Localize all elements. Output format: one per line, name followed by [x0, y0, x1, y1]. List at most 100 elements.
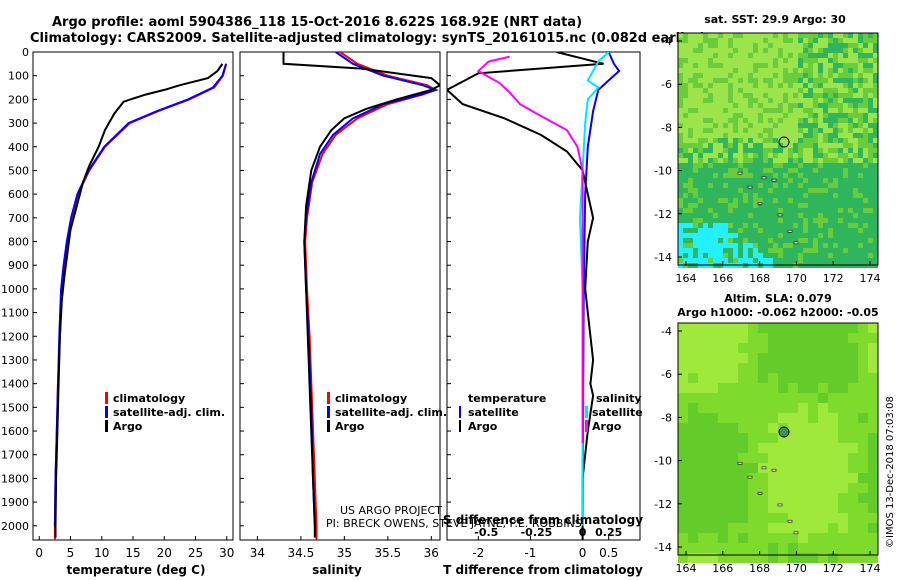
- x-tick-label: -1: [524, 546, 536, 560]
- tdiff-xlabel: T difference from climatology: [443, 563, 643, 577]
- y-tick-label: 1400: [1, 378, 29, 391]
- legend-swatch-climatology: [105, 392, 108, 404]
- map-frame: [677, 32, 879, 266]
- map-x-tick-label: 164: [676, 562, 697, 575]
- map-y-tick-label: -12: [654, 208, 672, 221]
- island-marker: [793, 531, 799, 535]
- map-y-tick-label: -6: [661, 368, 672, 381]
- y-tick-label: 1700: [1, 449, 29, 462]
- map-x-tick-label: 170: [786, 272, 807, 285]
- island-marker: [777, 503, 783, 507]
- y-tick-label: 1100: [1, 307, 29, 320]
- map-y-tick-label: -14: [654, 541, 672, 554]
- map-x-tick-label: 172: [823, 562, 844, 575]
- legend-sal-satellite: satellite: [592, 406, 643, 419]
- island-marker: [787, 229, 793, 233]
- project-line2: PI: BRECK OWENS, STEVE JAYNE, P.E. ROBBI…: [326, 517, 582, 530]
- temperature-panel: 0100200300400500600700800900100011001200…: [1, 46, 234, 560]
- legend-swatch-argo: [105, 420, 108, 432]
- y-tick-label: 1900: [1, 496, 29, 509]
- header-line2: Climatology: CARS2009. Satellite-adjuste…: [30, 31, 706, 46]
- y-tick-label: 0: [22, 46, 29, 59]
- legend-swatch-satellite: [327, 406, 330, 418]
- y-tick-label: 700: [8, 212, 29, 225]
- x-tick-label: 36: [424, 546, 439, 560]
- island-marker: [757, 202, 763, 205]
- imos-credit: ©IMOS 13-Dec-2018 07:03:08: [885, 396, 896, 548]
- map-x-tick-label: 164: [676, 272, 697, 285]
- island-marker: [777, 213, 783, 217]
- secondary-x-tick-label: -0.5: [474, 526, 498, 539]
- temperature-xlabel: temperature (deg C): [67, 563, 206, 577]
- legend-argo: Argo: [113, 420, 143, 433]
- map-y-tick-label: -12: [654, 498, 672, 511]
- x-tick-label: 10: [94, 546, 109, 560]
- sla-map-title1: Altim. SLA: 0.079: [724, 292, 831, 305]
- map-x-tick-label: 172: [823, 272, 844, 285]
- island-marker: [771, 178, 777, 182]
- y-tick-label: 1300: [1, 354, 29, 367]
- salinity-panel: 34 34.5 35 35.5 36: [239, 51, 441, 560]
- x-tick-label: 15: [125, 546, 140, 560]
- map-x-tick-label: 170: [786, 562, 807, 575]
- legend-temp-satellite: satellite: [468, 406, 519, 419]
- legend-swatch-temp-satellite: [459, 406, 461, 418]
- salinity-legend: climatology satellite-adj. clim. Argo: [327, 392, 447, 433]
- series-line-salinity-argo: [476, 55, 584, 443]
- legend-temperature-heading: temperature: [468, 392, 546, 405]
- island-marker: [747, 185, 753, 189]
- difference-legend: temperature satellite Argo salinity sate…: [459, 392, 643, 433]
- island-marker: [793, 241, 799, 245]
- secondary-x-tick-label: 0.25: [595, 526, 622, 539]
- legend-satellite: satellite-adj. clim.: [335, 406, 447, 419]
- island-marker: [747, 475, 753, 479]
- map-y-tick-label: -8: [661, 121, 672, 134]
- plot-frame: [239, 51, 441, 541]
- map-x-tick-label: 168: [749, 272, 770, 285]
- project-line1: US ARGO PROJECT: [340, 504, 442, 517]
- y-tick-label: 800: [8, 236, 29, 249]
- map-y-tick-label: -4: [661, 325, 672, 338]
- map-y-tick-label: -6: [661, 78, 672, 91]
- x-tick-label: 20: [157, 546, 172, 560]
- sla-map: -4 -6 -8 -10 -12 -14 164 166 168 170 172 174: [654, 322, 881, 575]
- x-tick-label: 30: [219, 546, 234, 560]
- map-x-tick-label: 174: [860, 562, 881, 575]
- x-tick-label: 34: [250, 546, 265, 560]
- y-tick-label: 400: [8, 141, 29, 154]
- map-x-tick-label: 168: [749, 562, 770, 575]
- y-tick-label: 1600: [1, 425, 29, 438]
- x-tick-label: 5: [67, 546, 75, 560]
- secondary-x-tick-label: -0.25: [521, 526, 553, 539]
- y-tick-label: 2000: [1, 520, 29, 533]
- y-tick-label: 1200: [1, 330, 29, 343]
- island-marker: [757, 492, 763, 495]
- legend-salinity-heading: salinity: [596, 392, 642, 405]
- series-line-argo: [54, 63, 224, 538]
- series-line-argo: [282, 52, 440, 538]
- y-tick-label: 1500: [1, 401, 29, 414]
- salinity-xlabel: salinity: [312, 563, 362, 577]
- sst-map-title: sat. SST: 29.9 Argo: 30: [704, 13, 846, 26]
- y-tick-label: 600: [8, 188, 29, 201]
- y-tick-label: 100: [8, 70, 29, 83]
- legend-swatch-argo: [327, 420, 330, 432]
- sdiff-xlabel: S difference from climatology: [443, 513, 643, 527]
- map-x-tick-label: 166: [712, 562, 733, 575]
- x-tick-label: 0: [579, 546, 587, 560]
- map-y-tick-label: -10: [654, 165, 672, 178]
- island-marker: [761, 176, 767, 180]
- y-tick-label: 300: [8, 117, 29, 130]
- legend-swatch-temp-argo: [459, 420, 461, 432]
- float-position-marker: [778, 136, 790, 148]
- legend-swatch-satellite: [105, 406, 108, 418]
- island-marker: [771, 468, 777, 472]
- map-frame: [677, 322, 879, 556]
- legend-climatology: climatology: [335, 392, 407, 405]
- y-tick-label: 1800: [1, 472, 29, 485]
- y-tick-label: 200: [8, 93, 29, 106]
- sst-map: -4 -6 -8 -10 -12 -14 164 166 168 170 172 174: [654, 32, 881, 285]
- map-y-tick-label: -4: [661, 35, 672, 48]
- legend-swatch-climatology: [327, 392, 330, 404]
